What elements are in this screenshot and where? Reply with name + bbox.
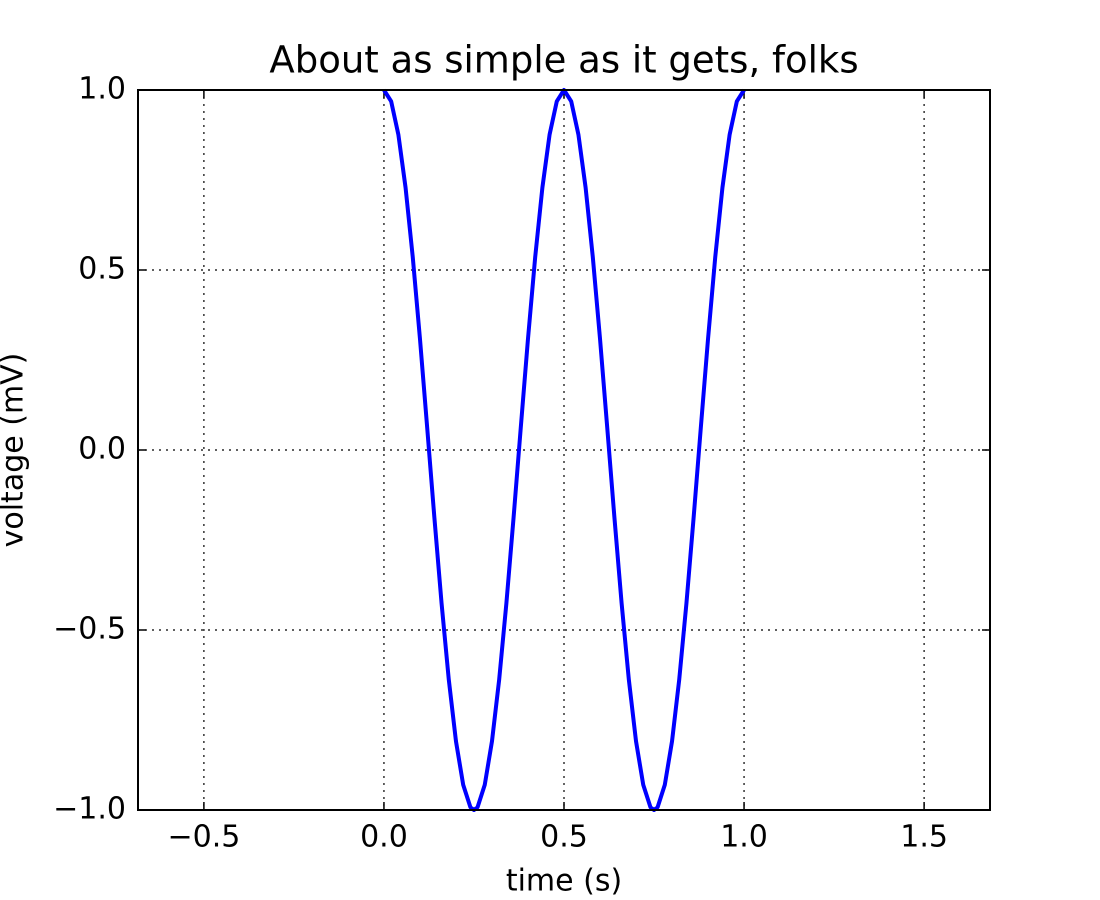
x-tick-label: 0.5: [540, 820, 588, 855]
x-tick-label: 1.0: [720, 820, 768, 855]
y-axis-label: voltage (mV): [0, 353, 31, 548]
y-tick-label: 0.0: [78, 432, 126, 467]
y-tick-label: 0.5: [78, 252, 126, 287]
line-series: [382, 88, 746, 812]
x-tick-label: 0.0: [360, 820, 408, 855]
plot-frame: [137, 89, 991, 811]
x-axis-label: time (s): [506, 864, 622, 899]
x-tick-label: 1.5: [900, 820, 948, 855]
y-tick-label: −1.0: [53, 792, 126, 827]
chart-title: About as simple as it gets, folks: [269, 39, 858, 82]
y-tick-label: −0.5: [53, 612, 126, 647]
y-tick-label: 1.0: [78, 72, 126, 107]
x-tick-label: −0.5: [167, 820, 240, 855]
